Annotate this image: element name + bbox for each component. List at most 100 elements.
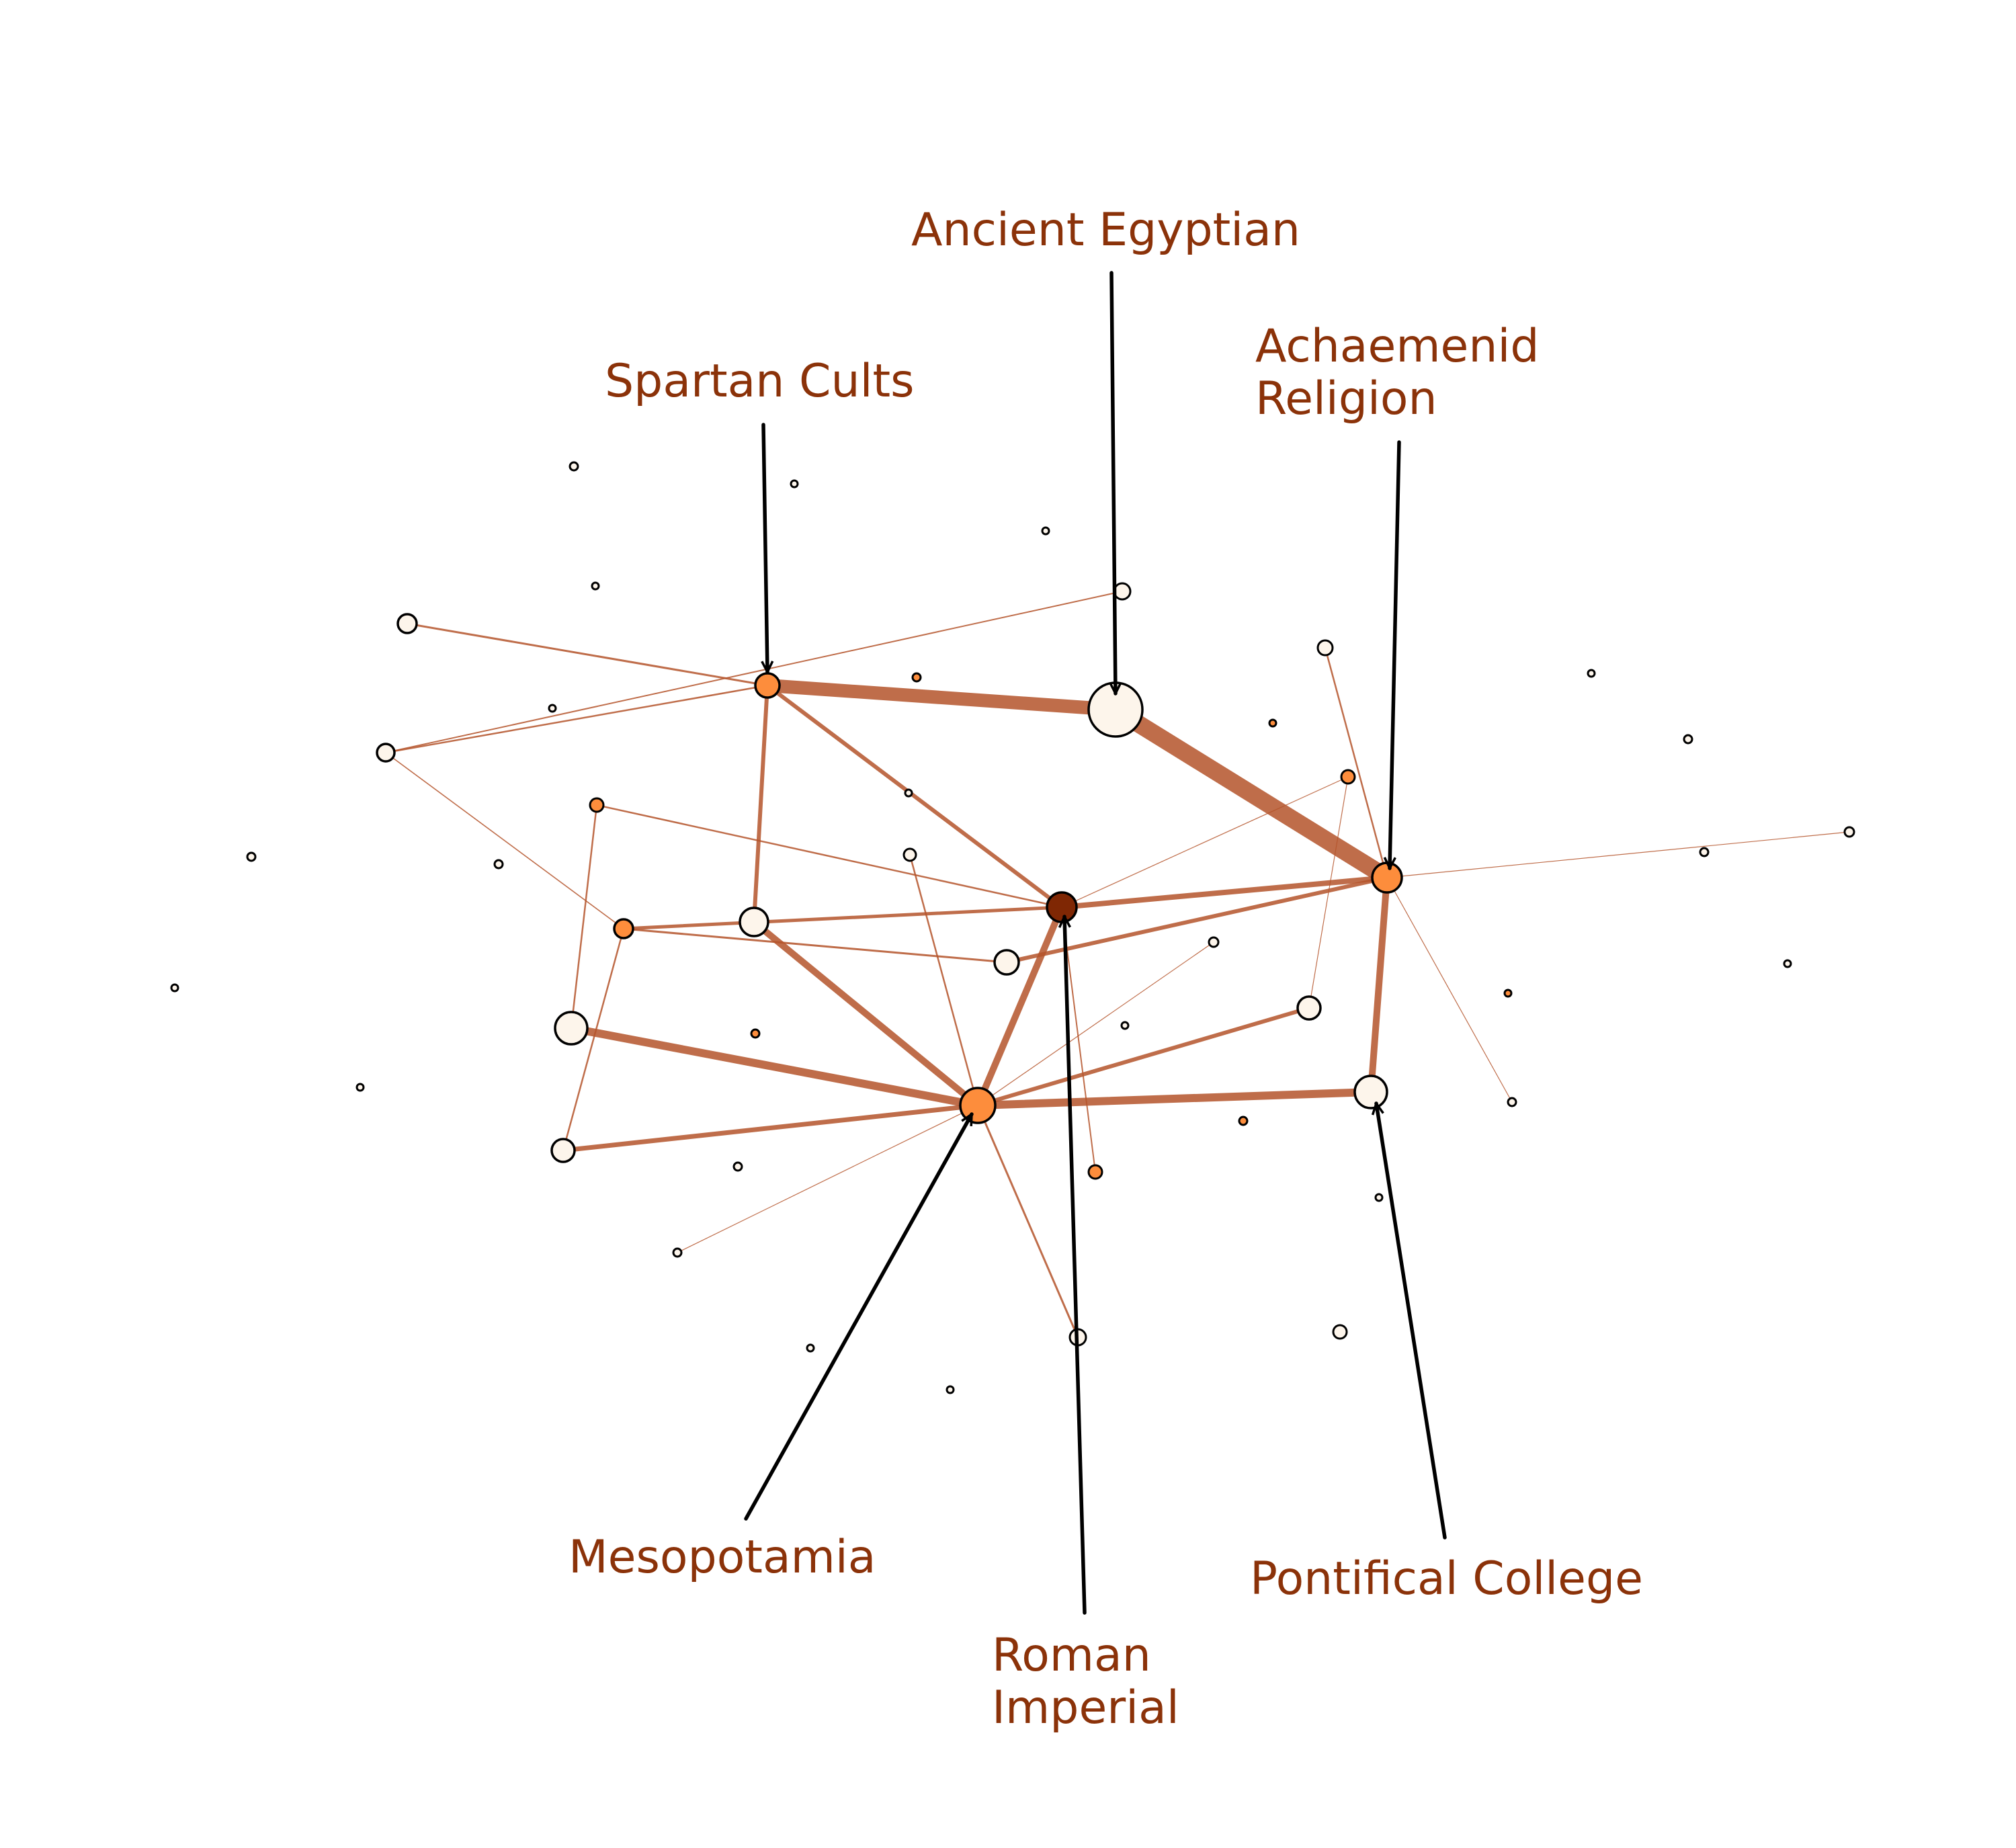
network-nodes: [170, 461, 1855, 1394]
network-edge: [976, 1006, 1311, 1107]
arrow-mesopotamia: [744, 1114, 974, 1521]
network-edge: [385, 752, 624, 929]
network-node: [806, 1343, 815, 1353]
network-node: [911, 672, 922, 683]
label-achaemenid-religion: Achaemenid Religion: [1255, 320, 1554, 425]
network-node: [1587, 669, 1596, 678]
label-line: Religion: [1255, 372, 1437, 425]
network-edge: [677, 1105, 978, 1253]
svg-text:Pontifical College: Pontifical College: [1250, 1552, 1643, 1605]
svg-text:Spartan Cults: Spartan Cults: [605, 355, 915, 408]
network-node: [904, 788, 913, 798]
network-node: [750, 1028, 761, 1039]
network-node: [1374, 1193, 1384, 1202]
network-edge: [1324, 646, 1388, 879]
label-line: Mesopotamia: [569, 1531, 876, 1584]
label-line: Achaemenid: [1255, 320, 1540, 373]
network-node: [1683, 734, 1693, 745]
network-edge: [974, 904, 1065, 1109]
arrow-ancient-egyptian: [1111, 271, 1116, 696]
network-node: [959, 1087, 997, 1124]
network-edge: [595, 804, 1063, 909]
label-mesopotamia: Mesopotamia: [569, 1531, 876, 1584]
network-node: [613, 918, 634, 939]
network-edge: [909, 853, 979, 1107]
network-node: [1371, 862, 1403, 894]
network-node: [1120, 1021, 1130, 1030]
network-edge: [1308, 776, 1349, 1009]
network-node: [1113, 582, 1132, 601]
network-edge: [1368, 874, 1390, 1095]
network-edge: [570, 804, 598, 1030]
label-roman-imperial: Roman Imperial: [992, 1629, 1179, 1734]
network-edge: [406, 622, 769, 687]
network-edge: [751, 919, 981, 1109]
network-edge: [1061, 907, 1096, 1173]
arrow-pontifical-college: [1376, 1103, 1447, 1540]
network-node: [1316, 639, 1334, 657]
network-edge: [567, 1024, 982, 1109]
label-ancient-egyptian: Ancient Egyptian: [911, 204, 1300, 257]
network-edge: [1386, 877, 1513, 1103]
network-node: [1332, 1324, 1348, 1340]
network-edge: [385, 591, 1123, 753]
label-line: Spartan Cults: [605, 355, 915, 408]
network-edge: [1107, 701, 1396, 886]
network-node: [1340, 769, 1356, 785]
network-node: [376, 743, 396, 763]
network-node: [1783, 959, 1792, 968]
network-node: [550, 1138, 576, 1163]
network-node: [1087, 1164, 1103, 1180]
network-node: [396, 613, 418, 634]
network-node: [1353, 1075, 1388, 1109]
network-edge: [765, 683, 1064, 909]
network-node: [591, 581, 600, 591]
arrow-achaemenid-religion: [1390, 440, 1401, 870]
network-node: [554, 1011, 589, 1046]
arrow-roman-imperial: [1064, 915, 1087, 1615]
network-edge: [761, 679, 1122, 716]
network-node: [1046, 891, 1078, 923]
network-node: [1699, 847, 1710, 857]
network-edge: [384, 684, 769, 754]
network-edge: [622, 905, 1064, 931]
label-spartan-cults: Spartan Cults: [605, 355, 915, 408]
arrow-spartan-cults: [763, 423, 767, 674]
network-edge: [976, 1104, 1079, 1339]
network-node: [1238, 1116, 1249, 1126]
network-edges: [384, 591, 1850, 1339]
network-node: [1843, 826, 1855, 838]
network-node: [170, 983, 179, 993]
label-line: Ancient Egyptian: [911, 204, 1300, 257]
network-edge: [1386, 831, 1850, 878]
network-node: [589, 797, 605, 813]
network-node: [993, 949, 1020, 976]
network-node: [569, 461, 579, 472]
svg-text:Achaemenid Religion: Achaemenid Religion: [1255, 320, 1554, 425]
network-node: [1208, 936, 1220, 948]
network-node: [790, 479, 799, 489]
network-edge: [1005, 876, 1389, 964]
label-line: Pontifical College: [1250, 1552, 1643, 1605]
network-node: [1268, 718, 1277, 728]
label-pontifical-college: Pontifical College: [1250, 1552, 1643, 1605]
network-node: [732, 1161, 743, 1172]
svg-text:Roman Imperial: Roman Imperial: [992, 1629, 1179, 1734]
annotation-arrows: [744, 271, 1447, 1615]
svg-text:Ancient Egyptian: Ancient Egyptian: [911, 204, 1300, 257]
network-node: [548, 704, 557, 713]
svg-text:Mesopotamia: Mesopotamia: [569, 1531, 876, 1584]
network-edge: [1061, 776, 1349, 908]
network-edge: [752, 683, 769, 924]
network-node: [902, 847, 917, 862]
network-node: [1503, 989, 1513, 998]
network-node: [355, 1083, 365, 1092]
network-edge: [974, 1088, 1375, 1109]
network-node: [246, 851, 257, 862]
network-edge: [977, 941, 1214, 1106]
network-node: [672, 1247, 683, 1258]
network-node: [1507, 1097, 1517, 1107]
label-line: Roman: [992, 1629, 1151, 1682]
network-node: [1041, 526, 1050, 536]
